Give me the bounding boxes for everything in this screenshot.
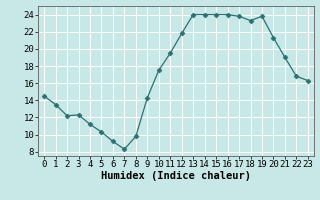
X-axis label: Humidex (Indice chaleur): Humidex (Indice chaleur) [101,171,251,181]
